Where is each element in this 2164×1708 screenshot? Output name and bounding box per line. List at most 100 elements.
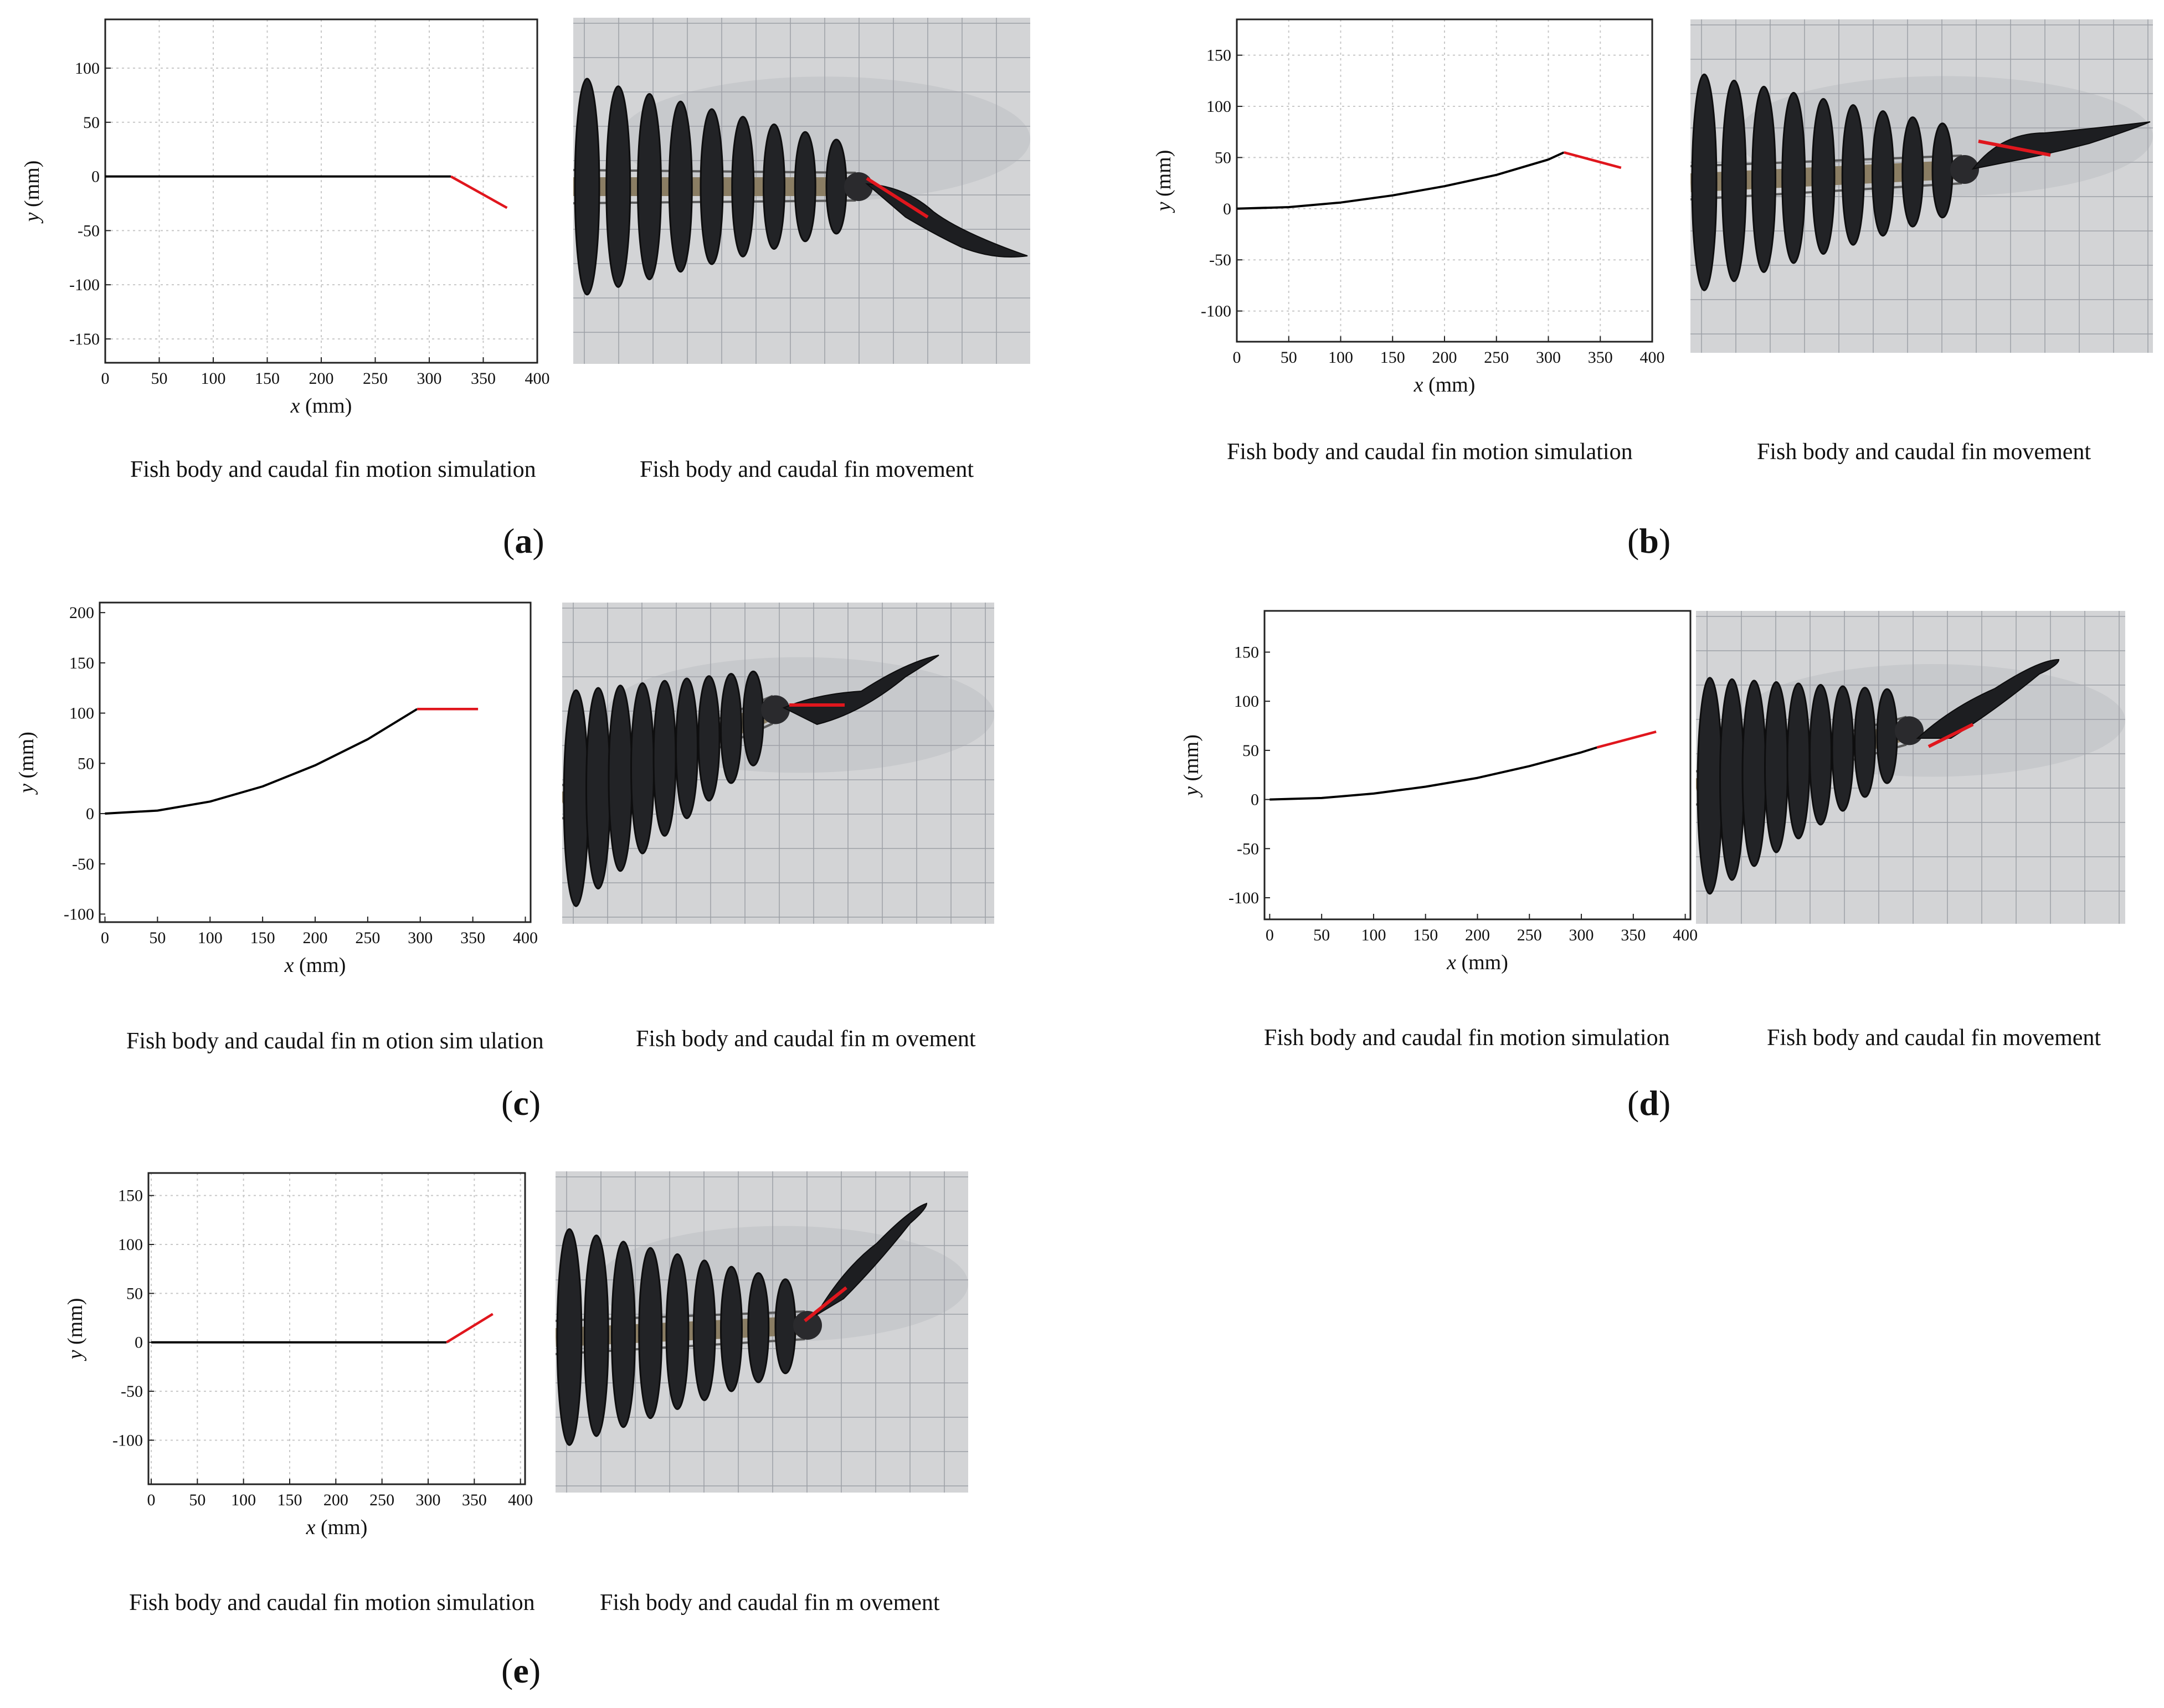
y-tick-label: 50 — [83, 114, 100, 132]
x-axis-title: x (mm) — [1446, 951, 1508, 974]
x-tick-label: 250 — [1484, 348, 1509, 367]
x-tick-label: 50 — [151, 369, 168, 388]
x-axis-title: x (mm) — [306, 1516, 368, 1539]
x-tick-label: 350 — [471, 369, 496, 388]
series-fish-body — [105, 708, 418, 815]
caption-photo-c: Fish body and caudal fin m ovement — [636, 1026, 976, 1052]
x-tick-label: 150 — [255, 369, 280, 388]
series-caudal-fin — [1564, 151, 1622, 169]
x-tick-label: 100 — [1328, 348, 1353, 367]
y-tick-label: 200 — [69, 604, 94, 622]
vertebra-disc — [1831, 685, 1854, 812]
y-tick-label: 100 — [75, 59, 100, 78]
vertebra-disc — [1741, 680, 1767, 867]
y-axis-title: y (mm) — [20, 161, 44, 224]
photo-e — [556, 1171, 968, 1493]
vertebra-disc — [692, 1259, 716, 1401]
panel-label-a: (a) — [503, 521, 544, 560]
x-tick-label: 50 — [1313, 926, 1330, 944]
robotic-fish-photo-d — [1696, 611, 2125, 924]
photo-b — [1690, 19, 2153, 353]
vertebra-disc — [637, 93, 662, 280]
x-tick-label: 100 — [198, 929, 223, 947]
panel-label-b: (b) — [1627, 521, 1671, 560]
caudal-fin — [1916, 658, 2060, 739]
vertebra-disc — [1901, 116, 1924, 228]
series-fish-body — [1269, 746, 1597, 801]
vertebra-disc — [1786, 682, 1811, 840]
y-axis-title: y (mm) — [1180, 734, 1203, 798]
fin-angle-marker — [1978, 140, 2051, 157]
vertebra-disc — [1841, 104, 1865, 246]
y-tick-label: 100 — [1206, 97, 1231, 116]
panel-label-e: (e) — [501, 1651, 541, 1690]
x-tick-label: 200 — [1465, 926, 1490, 944]
caudal-fin — [815, 1202, 928, 1316]
series-fish-body — [1236, 151, 1565, 210]
y-tick-label: -100 — [1201, 302, 1231, 321]
y-tick-label: 100 — [69, 704, 94, 723]
y-tick-label: 150 — [118, 1187, 143, 1205]
vertebra-disc — [1876, 688, 1898, 784]
x-tick-label: 400 — [508, 1491, 533, 1509]
y-tick-label: 100 — [1234, 692, 1259, 711]
x-tick-label: 100 — [201, 369, 226, 388]
vertebra-disc — [794, 131, 816, 243]
caption-photo-b: Fish body and caudal fin movement — [1757, 439, 2091, 465]
y-tick-label: 150 — [1234, 644, 1259, 662]
caption-sim-e: Fish body and caudal fin motion simulati… — [129, 1590, 535, 1616]
x-tick-label: 250 — [363, 369, 388, 388]
vertebra-disc — [747, 1272, 770, 1383]
y-tick-label: -50 — [1209, 251, 1231, 269]
y-tick-label: 100 — [118, 1236, 143, 1254]
x-tick-label: 350 — [1588, 348, 1613, 367]
x-tick-label: 250 — [369, 1491, 394, 1509]
chart-e: 0 50 100 150 200 250 300 350 400 -100 -50 0 50 100 150… — [64, 1172, 533, 1539]
chart-b: 0 50 100 150 200 250 300 350 400 -100 -50 0 50 100 150… — [1152, 18, 1665, 397]
series-caudal-fin — [450, 175, 508, 209]
vertebra-disc — [665, 1253, 690, 1410]
vertebra-disc — [1691, 73, 1718, 291]
vertebra-disc — [574, 78, 600, 296]
y-tick-label: 50 — [1242, 742, 1259, 760]
caption-sim-d: Fish body and caudal fin motion simulati… — [1264, 1025, 1670, 1051]
vertebra-disc — [556, 1228, 583, 1446]
vertebra-disc — [742, 670, 764, 766]
robotic-fish-photo-a — [573, 18, 1030, 364]
chart-a: 0 50 100 150 200 250 300 350 400 -150 -100 -50 0 50 10… — [20, 18, 550, 418]
x-tick-label: 350 — [462, 1491, 487, 1509]
caudal-fin — [782, 655, 939, 726]
tail-joint — [844, 172, 873, 201]
y-tick-label: 0 — [91, 168, 100, 186]
x-tick-label: 150 — [1380, 348, 1405, 367]
x-tick-label: 350 — [460, 929, 485, 947]
x-tick-label: 200 — [323, 1491, 348, 1509]
x-tick-label: 400 — [1673, 926, 1698, 944]
x-axis-title: x (mm) — [1413, 373, 1476, 397]
y-tick-label: 150 — [69, 654, 94, 672]
x-tick-label: 300 — [408, 929, 433, 947]
x-tick-label: 0 — [1266, 926, 1274, 944]
y-tick-label: 50 — [126, 1284, 143, 1303]
x-tick-label: 200 — [303, 929, 328, 947]
y-tick-label: -100 — [1229, 889, 1259, 907]
tail-joint — [1895, 716, 1924, 745]
x-tick-label: 0 — [1233, 348, 1241, 367]
caption-photo-e: Fish body and caudal fin m ovement — [600, 1590, 940, 1616]
series-caudal-fin — [1596, 730, 1657, 749]
chart-c: 0 50 100 150 200 250 300 350 400 -100 -50 0 50 100 150… — [15, 601, 538, 977]
x-tick-label: 100 — [1361, 926, 1386, 944]
y-tick-label: 0 — [86, 805, 94, 823]
robotic-fish-photo-b — [1690, 19, 2153, 353]
tail-joint — [1950, 155, 1979, 184]
y-tick-label: 0 — [135, 1334, 143, 1352]
photo-d — [1696, 611, 2125, 924]
x-tick-label: 350 — [1621, 926, 1646, 944]
vertebra-disc — [1809, 684, 1832, 826]
vertebra-disc — [1764, 681, 1788, 853]
y-axis-title: y (mm) — [15, 732, 38, 795]
photo-c — [562, 603, 994, 924]
x-tick-label: 0 — [101, 369, 110, 388]
chart-d: 0 50 100 150 200 250 300 350 400 -100 -50 0 50 100 150… — [1180, 610, 1698, 974]
vertebra-disc — [1854, 687, 1876, 798]
